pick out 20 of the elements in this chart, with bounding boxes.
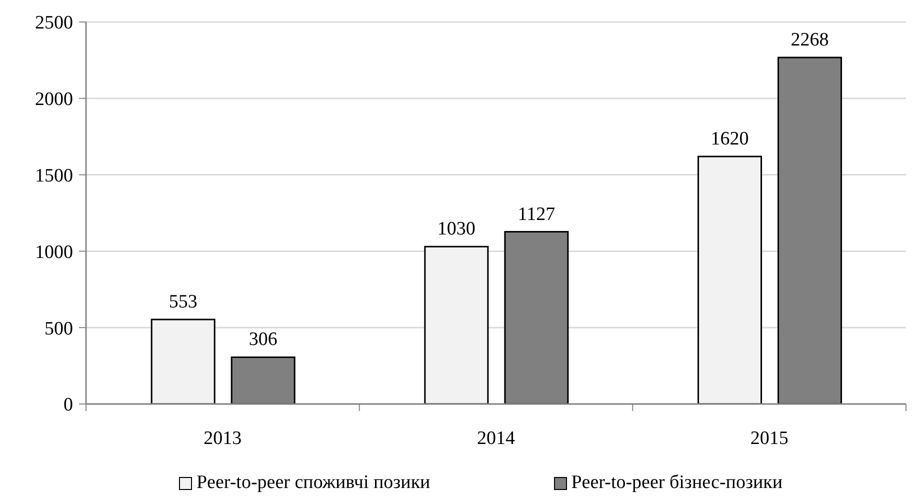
y-tick-label: 500 bbox=[44, 318, 73, 340]
y-tick-label: 2000 bbox=[35, 89, 73, 110]
y-tick-label: 2500 bbox=[35, 12, 73, 34]
data-label: 306 bbox=[248, 329, 278, 350]
data-label: 2268 bbox=[790, 29, 829, 50]
y-tick-label: 1500 bbox=[35, 166, 73, 187]
bar bbox=[424, 246, 489, 404]
data-label: 1127 bbox=[518, 204, 556, 225]
x-tick-label: 2015 bbox=[750, 428, 788, 449]
y-tick-label: 0 bbox=[64, 394, 73, 416]
x-tick-label: 2013 bbox=[204, 428, 242, 449]
bar bbox=[150, 318, 216, 404]
data-label: 1030 bbox=[437, 218, 476, 240]
data-label: 553 bbox=[168, 292, 198, 312]
data-label: 1620 bbox=[710, 128, 749, 150]
x-tick-label: 2014 bbox=[477, 428, 516, 449]
y-tick-label: 1000 bbox=[35, 242, 73, 263]
bar bbox=[698, 156, 762, 404]
legend-label: Peer-to-peer споживчі позики bbox=[196, 472, 430, 494]
legend-label: Peer-to-peer бізнес-позики bbox=[571, 472, 783, 494]
